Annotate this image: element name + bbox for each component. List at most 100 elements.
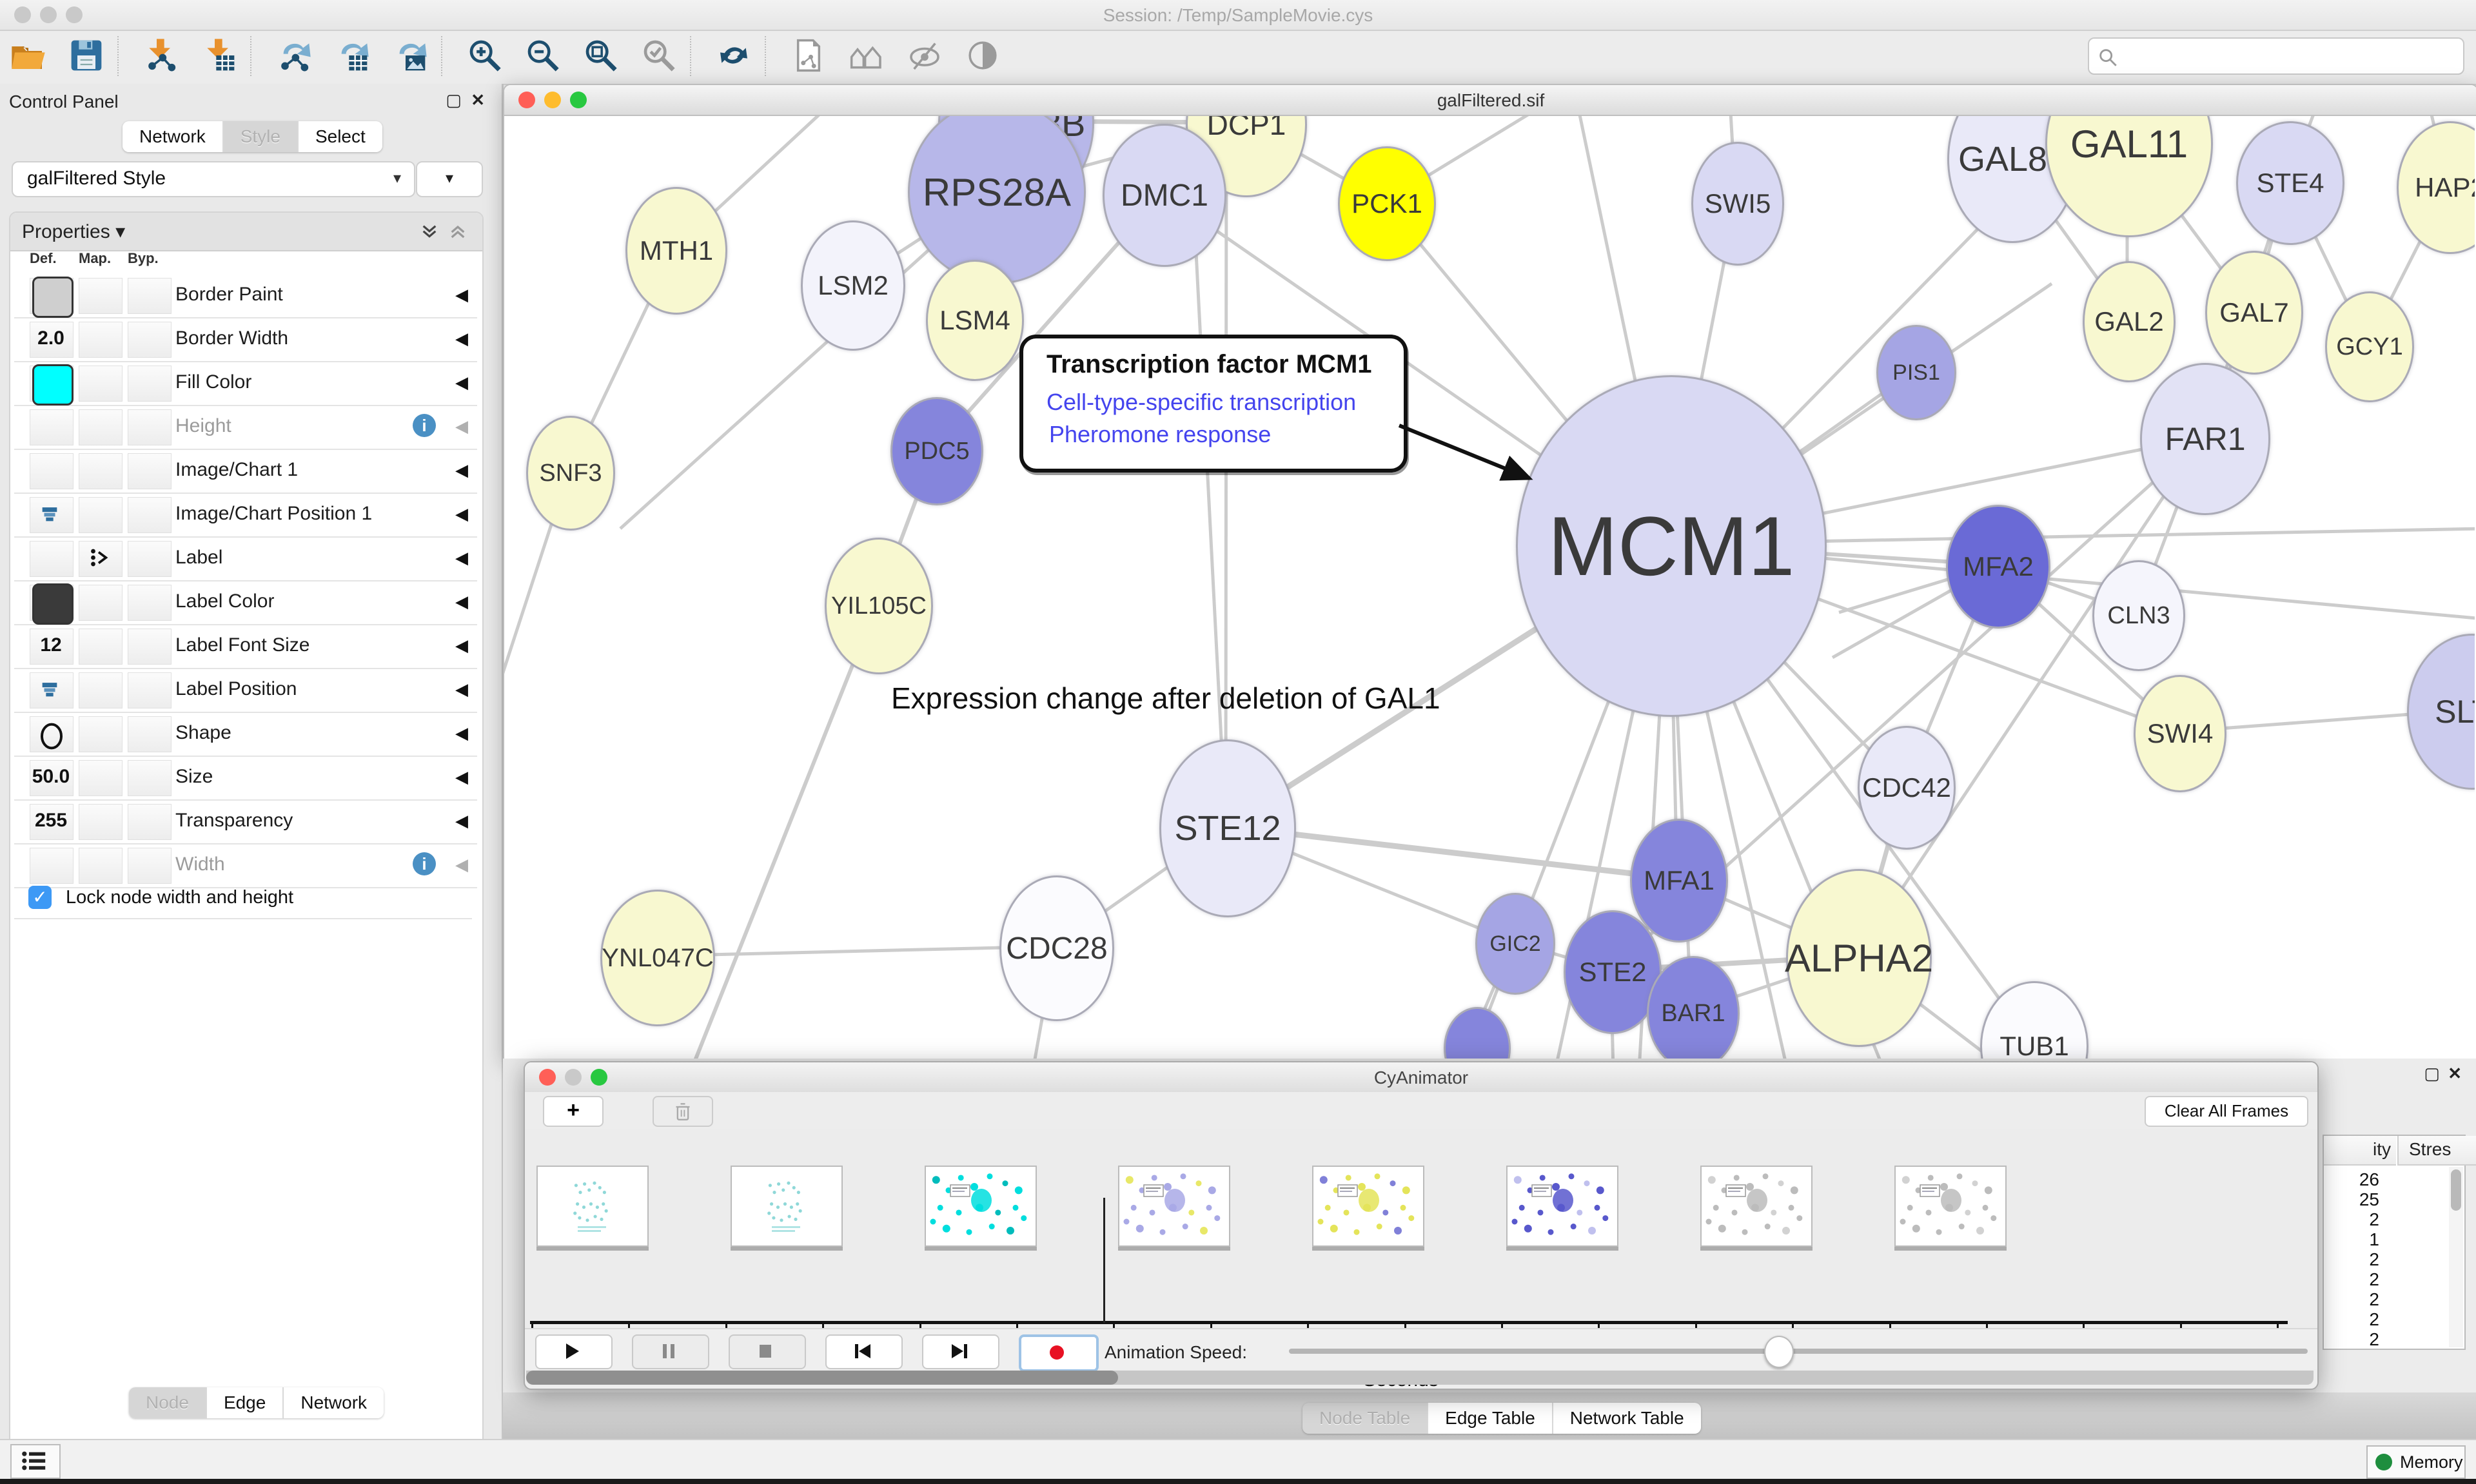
frame-thumbnail-0[interactable] (536, 1166, 649, 1247)
node-gcy1[interactable]: GCY1 (2325, 291, 2414, 402)
tab-network[interactable]: Network (123, 121, 224, 152)
play-button[interactable] (535, 1334, 613, 1369)
export-table-icon[interactable] (334, 37, 370, 73)
delete-frame-button[interactable] (653, 1096, 713, 1127)
export-image-icon[interactable] (392, 37, 428, 73)
frame-thumbnail-1[interactable] (730, 1166, 843, 1247)
skip-end-button[interactable] (922, 1334, 999, 1369)
node-mfa1[interactable]: MFA1 (1630, 819, 1728, 942)
maximize-window-icon[interactable] (66, 6, 83, 23)
node-pdc5[interactable]: PDC5 (890, 397, 983, 505)
collapse-all-icon[interactable] (447, 222, 468, 242)
property-cell[interactable] (79, 278, 123, 314)
node-dmc1[interactable]: DMC1 (1103, 124, 1226, 267)
frame-thumbnail-5[interactable] (1506, 1166, 1618, 1247)
maximize-window-icon[interactable] (591, 1069, 607, 1086)
property-cell[interactable] (79, 497, 123, 533)
contrast-icon[interactable] (965, 37, 1001, 73)
node-hap2[interactable]: HAP2 (2397, 121, 2475, 254)
property-cell[interactable] (79, 760, 123, 796)
results-row[interactable]: 2 (2369, 1249, 2379, 1269)
property-cell[interactable] (79, 629, 123, 665)
cyanimator-scrollbar[interactable] (526, 1371, 2314, 1385)
node-gal2[interactable]: GAL2 (2083, 261, 2176, 382)
property-cell[interactable] (79, 322, 123, 358)
network-window-titlebar[interactable]: galFiltered.sif (504, 85, 2476, 116)
property-cell[interactable] (30, 760, 74, 796)
tab-node-table[interactable]: Node Table (1302, 1403, 1429, 1434)
property-cell[interactable] (128, 497, 172, 533)
property-row-label-color[interactable]: Label Color ◀ (14, 581, 477, 625)
results-row[interactable]: 1 (2369, 1229, 2379, 1249)
node-bar1[interactable]: BAR1 (1647, 956, 1740, 1059)
property-row-shape[interactable]: Shape ◀ (14, 713, 477, 757)
minimize-window-icon[interactable] (544, 92, 561, 108)
stop-button[interactable] (729, 1334, 806, 1369)
property-cell[interactable] (79, 585, 123, 621)
open-session-icon[interactable] (10, 37, 46, 73)
node-mfa2[interactable]: MFA2 (1946, 505, 2050, 629)
node-pck1[interactable]: PCK1 (1338, 146, 1436, 261)
node-pis1[interactable]: PIS1 (1876, 325, 1956, 420)
close-window-icon[interactable] (539, 1069, 556, 1086)
node-mth1[interactable]: MTH1 (625, 187, 727, 315)
annotation-link-2[interactable]: Pheromone response (1049, 421, 1272, 447)
zoom-out-icon[interactable] (525, 37, 561, 73)
property-row-label-position[interactable]: Label Position ◀ (14, 669, 477, 713)
tab-edge[interactable]: Edge (206, 1387, 284, 1418)
frame-thumbnail-3[interactable] (1118, 1166, 1231, 1247)
collapse-arrow-icon[interactable]: ◀ (455, 329, 468, 348)
property-cell[interactable] (30, 848, 74, 884)
minimize-window-icon[interactable] (40, 6, 57, 23)
property-row-transparency[interactable]: 255 Transparency ◀ (14, 801, 477, 845)
collapse-arrow-icon[interactable]: ◀ (455, 548, 468, 567)
property-cell[interactable] (30, 629, 74, 665)
node-gal7[interactable]: GAL7 (2205, 251, 2303, 375)
results-column-2[interactable]: Stres (2397, 1136, 2476, 1166)
node-swi5[interactable]: SWI5 (1691, 142, 1784, 266)
add-frame-button[interactable]: + (543, 1096, 604, 1127)
search-box[interactable] (2088, 37, 2464, 75)
minimize-window-icon[interactable] (565, 1069, 582, 1086)
collapse-arrow-icon[interactable]: ◀ (455, 636, 468, 655)
close-window-icon[interactable] (14, 6, 31, 23)
property-row-border-width[interactable]: 2.0 Border Width ◀ (14, 318, 477, 362)
frame-thumbnail-7[interactable] (1894, 1166, 2007, 1247)
node-mcm1[interactable]: MCM1 (1516, 375, 1827, 717)
results-column-1[interactable]: ity (2324, 1136, 2396, 1166)
property-cell[interactable] (128, 760, 172, 796)
collapse-arrow-icon[interactable]: ◀ (455, 855, 468, 874)
node-snf3[interactable]: SNF3 (526, 416, 615, 531)
pause-button[interactable] (632, 1334, 709, 1369)
property-cell[interactable] (79, 541, 123, 577)
timeline-playhead[interactable] (1103, 1198, 1106, 1323)
style-select[interactable]: galFiltered Style ▾ (12, 161, 415, 197)
collapse-arrow-icon[interactable]: ◀ (455, 767, 468, 786)
style-options-button[interactable]: ▾ (416, 161, 483, 197)
float-icon[interactable]: ▢ (446, 90, 462, 110)
color-swatch[interactable] (32, 364, 74, 405)
lock-checkbox[interactable]: ✓ (28, 886, 52, 909)
node-ynl047c[interactable]: YNL047C (600, 890, 715, 1026)
refresh-layout-icon[interactable] (716, 37, 752, 73)
property-cell[interactable] (128, 585, 172, 621)
property-cell[interactable] (128, 716, 172, 752)
property-cell[interactable] (30, 804, 74, 840)
results-row[interactable]: 2 (2369, 1309, 2379, 1329)
animation-speed-knob[interactable] (1764, 1336, 1794, 1368)
cyanimator-timeline[interactable]: 0123456789 Seconds (525, 1129, 2317, 1391)
search-input[interactable] (2124, 41, 2455, 70)
zoom-in-icon[interactable] (467, 37, 503, 73)
clear-all-frames-button[interactable]: Clear All Frames (2145, 1096, 2308, 1127)
skip-start-button[interactable] (825, 1334, 903, 1369)
results-row[interactable]: 25 (2359, 1189, 2379, 1209)
collapse-arrow-icon[interactable]: ◀ (455, 460, 468, 480)
share-document-icon[interactable] (791, 37, 827, 73)
bundle-icon[interactable] (849, 37, 885, 73)
property-cell[interactable] (79, 672, 123, 708)
node-rps28a[interactable]: RPS28A (908, 116, 1086, 284)
property-cell[interactable] (128, 278, 172, 314)
collapse-arrow-icon[interactable]: ◀ (455, 723, 468, 743)
property-row-image-chart-position-1[interactable]: Image/Chart Position 1 ◀ (14, 494, 477, 538)
property-row-image-chart-1[interactable]: Image/Chart 1 ◀ (14, 450, 477, 494)
